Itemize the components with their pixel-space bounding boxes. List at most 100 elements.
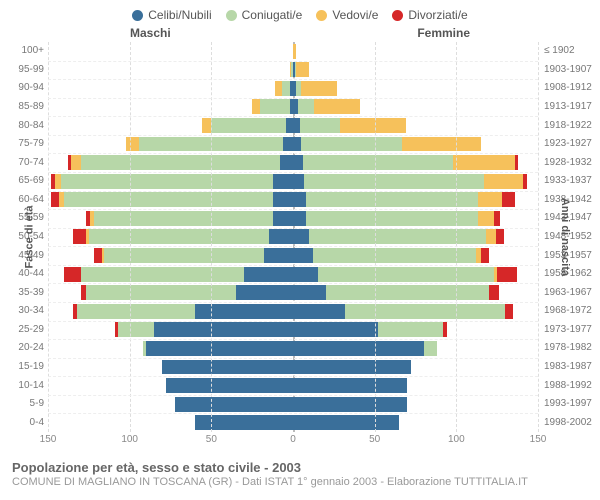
age-row <box>48 135 538 154</box>
segment-married <box>81 155 280 170</box>
chart-title: Popolazione per età, sesso e stato civil… <box>12 460 600 475</box>
segment-divorced <box>494 211 501 226</box>
segment-married <box>211 118 286 133</box>
year-label: 1923-1927 <box>538 135 600 154</box>
year-label: 1933-1937 <box>538 172 600 191</box>
female-bar <box>293 155 518 170</box>
segment-widowed <box>202 118 212 133</box>
year-label: 1963-1967 <box>538 283 600 302</box>
male-bar <box>126 137 293 152</box>
chart-subtitle: COMUNE DI MAGLIANO IN TOSCANA (GR) - Dat… <box>12 476 600 488</box>
x-tick: 50 <box>369 434 380 445</box>
age-row <box>48 98 538 117</box>
segment-widowed <box>486 229 496 244</box>
age-label: 35-39 <box>0 283 48 302</box>
male-bar <box>73 304 293 319</box>
segment-married <box>81 267 244 282</box>
segment-married <box>306 211 478 226</box>
male-label: Maschi <box>130 26 171 40</box>
segment-single <box>293 341 424 356</box>
year-label: 1928-1932 <box>538 153 600 172</box>
age-label: 80-84 <box>0 116 48 135</box>
segment-single <box>293 322 378 337</box>
segment-widowed <box>71 155 81 170</box>
segment-married <box>378 322 443 337</box>
segment-widowed <box>484 174 523 189</box>
female-bar <box>293 267 517 282</box>
male-bar <box>64 267 293 282</box>
segment-married <box>86 285 236 300</box>
segment-single <box>293 137 301 152</box>
segment-married <box>424 341 437 356</box>
segment-single <box>293 229 309 244</box>
female-bar <box>293 81 337 96</box>
male-bar <box>202 118 293 133</box>
segment-single <box>293 360 411 375</box>
x-tick: 100 <box>448 434 465 445</box>
age-row <box>48 190 538 209</box>
female-bar <box>293 44 296 59</box>
age-row <box>48 60 538 79</box>
segment-married <box>309 229 485 244</box>
female-bar <box>293 62 309 77</box>
segment-single <box>293 174 304 189</box>
female-bar <box>293 322 447 337</box>
female-bar <box>293 341 437 356</box>
age-label: 100+ <box>0 42 48 61</box>
year-label: 1913-1917 <box>538 98 600 117</box>
segment-married <box>104 248 264 263</box>
segment-divorced <box>51 192 59 207</box>
bar-rows <box>48 42 538 432</box>
segment-single <box>269 229 294 244</box>
male-bar <box>166 378 293 393</box>
legend-item: Coniugati/e <box>226 8 303 22</box>
age-row <box>48 413 538 432</box>
segment-single <box>293 397 407 412</box>
segment-divorced <box>94 248 102 263</box>
male-bar <box>73 229 293 244</box>
segment-married <box>89 229 269 244</box>
segment-divorced <box>481 248 489 263</box>
segment-single <box>293 248 313 263</box>
segment-married <box>345 304 505 319</box>
male-bar <box>175 397 293 412</box>
year-label: 1973-1977 <box>538 321 600 340</box>
y-axis-left: Fasce di età 100+95-9990-9485-8980-8475-… <box>0 42 48 432</box>
female-bar <box>293 415 399 430</box>
male-bar <box>115 322 293 337</box>
age-row <box>48 395 538 414</box>
year-label: 1998-2002 <box>538 414 600 433</box>
segment-divorced <box>502 192 515 207</box>
segment-single <box>293 211 306 226</box>
age-row <box>48 283 538 302</box>
segment-widowed <box>314 99 360 114</box>
year-label: 1903-1907 <box>538 61 600 80</box>
age-row <box>48 321 538 340</box>
segment-single <box>175 397 293 412</box>
male-bar <box>51 174 293 189</box>
segment-married <box>326 285 489 300</box>
age-row <box>48 79 538 98</box>
female-bar <box>293 304 513 319</box>
year-label: 1993-1997 <box>538 395 600 414</box>
segment-divorced <box>515 155 518 170</box>
legend-swatch <box>226 10 237 21</box>
segment-widowed <box>293 44 296 59</box>
female-bar <box>293 192 515 207</box>
x-tick: 150 <box>530 434 547 445</box>
titles: Popolazione per età, sesso e stato civil… <box>0 454 600 496</box>
segment-single <box>293 267 318 282</box>
legend-label: Vedovi/e <box>332 8 378 22</box>
age-row <box>48 42 538 61</box>
segment-married <box>61 174 273 189</box>
segment-married <box>301 137 402 152</box>
age-label: 0-4 <box>0 414 48 433</box>
legend-swatch <box>132 10 143 21</box>
age-label: 25-29 <box>0 321 48 340</box>
gender-labels: Maschi Femmine <box>0 26 600 42</box>
segment-married <box>306 192 478 207</box>
y-axis-right: Anni di nascita ≤ 19021903-19071908-1912… <box>538 42 600 432</box>
legend: Celibi/NubiliConiugati/eVedovi/eDivorzia… <box>0 0 600 26</box>
segment-single <box>293 304 345 319</box>
segment-divorced <box>73 229 86 244</box>
